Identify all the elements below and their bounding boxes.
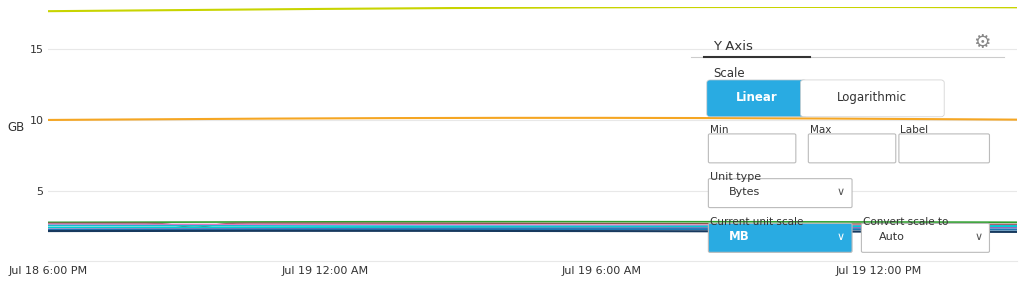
Text: Linear: Linear — [736, 91, 777, 104]
FancyBboxPatch shape — [861, 223, 989, 252]
Text: Auto: Auto — [879, 231, 904, 242]
Text: Logarithmic: Logarithmic — [838, 91, 907, 104]
Text: Unit type: Unit type — [710, 172, 761, 182]
FancyBboxPatch shape — [801, 80, 944, 117]
FancyBboxPatch shape — [808, 134, 896, 163]
FancyBboxPatch shape — [709, 134, 796, 163]
FancyBboxPatch shape — [899, 134, 989, 163]
Text: MB: MB — [729, 230, 750, 243]
Text: ∨: ∨ — [837, 187, 845, 197]
Text: Max: Max — [810, 125, 831, 135]
Text: Scale: Scale — [713, 67, 744, 80]
Text: Bytes: Bytes — [729, 187, 760, 197]
Text: Label: Label — [900, 125, 929, 135]
Text: Convert scale to: Convert scale to — [863, 217, 948, 227]
Text: ⚙: ⚙ — [973, 33, 990, 52]
Text: Y Axis: Y Axis — [713, 40, 753, 53]
Y-axis label: GB: GB — [7, 121, 25, 134]
FancyBboxPatch shape — [709, 179, 852, 208]
Text: ∨: ∨ — [837, 231, 845, 242]
FancyBboxPatch shape — [707, 80, 807, 117]
Text: Current unit scale: Current unit scale — [710, 217, 803, 227]
FancyBboxPatch shape — [709, 223, 852, 252]
Text: Min: Min — [710, 125, 728, 135]
Text: ∨: ∨ — [975, 231, 983, 242]
